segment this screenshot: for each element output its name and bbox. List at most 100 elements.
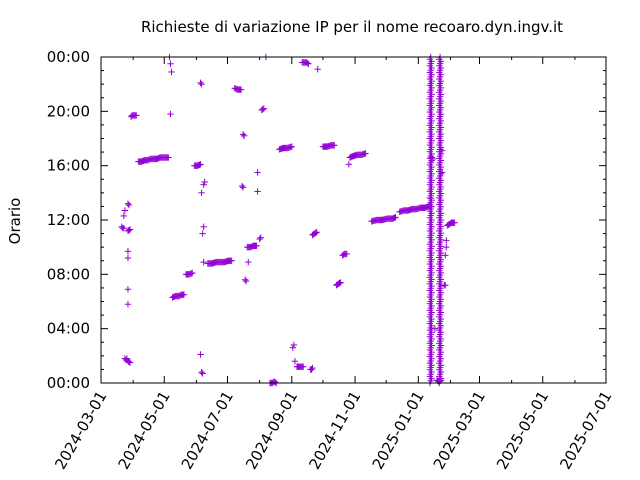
- data-point: [124, 301, 132, 308]
- data-point: [227, 257, 234, 264]
- data-point: [124, 254, 132, 262]
- y-axis-label: Orario: [6, 198, 24, 245]
- data-point: [168, 68, 175, 76]
- x-tick-label: 2024-07-01: [178, 388, 237, 473]
- x-tick-label: 2024-09-01: [242, 388, 301, 473]
- x-tick-label: 2025-05-01: [493, 388, 552, 473]
- data-point: [239, 131, 247, 138]
- data-point: [443, 243, 450, 251]
- data-point: [449, 219, 456, 226]
- data-point: [240, 132, 248, 139]
- chart-title: Richieste di variazione IP per il nome r…: [141, 18, 563, 36]
- data-point: [198, 80, 205, 88]
- x-tick-label: 2025-01-01: [369, 388, 428, 473]
- data-point: [256, 235, 263, 243]
- data-point: [438, 147, 446, 154]
- data-point: [312, 229, 319, 237]
- data-point: [200, 258, 207, 266]
- y-tick-label: 00:00: [47, 48, 90, 66]
- data-point: [298, 363, 306, 370]
- data-point: [291, 358, 299, 365]
- data-point: [196, 161, 203, 168]
- data-point: [437, 377, 445, 384]
- data-point: [260, 105, 268, 112]
- data-point: [197, 351, 204, 358]
- data-point: [257, 234, 264, 241]
- data-point: [238, 182, 246, 190]
- data-point: [125, 226, 133, 234]
- data-point: [200, 181, 207, 188]
- data-point: [308, 366, 315, 373]
- data-point: [200, 223, 207, 230]
- data-point: [198, 189, 205, 197]
- data-point: [259, 106, 266, 113]
- y-tick-label: 08:00: [47, 265, 90, 283]
- data-point: [242, 277, 250, 285]
- data-point: [199, 230, 206, 237]
- data-point: [245, 258, 252, 266]
- data-point: [361, 150, 368, 157]
- data-point: [124, 200, 132, 207]
- y-tick-label: 00:00: [47, 374, 90, 392]
- data-point: [443, 237, 450, 244]
- data-point: [197, 79, 204, 87]
- data-point: [336, 279, 343, 287]
- x-tick-label: 2025-03-01: [430, 388, 489, 473]
- data-point: [391, 214, 398, 221]
- data-point: [345, 161, 353, 168]
- data-point: [252, 242, 259, 250]
- data-point: [126, 226, 134, 233]
- data-point: [124, 248, 132, 255]
- data-point: [314, 66, 321, 73]
- x-tick-label: 2024-03-01: [51, 388, 110, 473]
- data-point: [167, 60, 174, 67]
- plot-frame: [100, 56, 607, 384]
- data-point: [426, 203, 433, 210]
- data-point: [198, 368, 205, 376]
- data-point: [133, 112, 140, 119]
- y-tick-label: 16:00: [47, 157, 90, 175]
- data-point: [305, 60, 312, 67]
- data-point: [121, 207, 129, 214]
- data-point: [289, 344, 297, 351]
- x-tick-label: 2024-05-01: [115, 388, 174, 473]
- data-point: [427, 195, 434, 202]
- data-point: [342, 250, 349, 258]
- data-point: [431, 325, 439, 332]
- data-point: [428, 154, 435, 161]
- y-tick-label: 12:00: [47, 211, 90, 229]
- data-point: [120, 212, 128, 220]
- data-point: [179, 291, 187, 298]
- data-point: [164, 154, 171, 161]
- data-point: [429, 155, 437, 163]
- data-point: [201, 178, 208, 186]
- data-point: [125, 358, 133, 366]
- data-point: [236, 86, 244, 93]
- data-point: [239, 184, 247, 191]
- data-point: [330, 142, 337, 149]
- data-point: [199, 370, 206, 377]
- axes: 00:0004:0008:0012:0016:0020:0000:002024-…: [47, 48, 616, 473]
- y-tick-label: 04:00: [47, 320, 90, 338]
- data-point: [124, 286, 132, 293]
- data-point: [126, 359, 134, 366]
- y-tick-label: 20:00: [47, 102, 90, 120]
- data-point: [290, 341, 298, 349]
- data-point: [254, 188, 261, 195]
- data-point: [309, 364, 316, 372]
- data-point: [123, 355, 131, 362]
- data-point: [287, 143, 294, 151]
- plot-area: [118, 53, 458, 387]
- data-point: [120, 224, 128, 232]
- data-point: [188, 270, 195, 277]
- data-point: [254, 169, 261, 176]
- data-point: [438, 169, 446, 176]
- data-point: [125, 201, 133, 209]
- data-point: [442, 282, 449, 289]
- x-tick-label: 2024-11-01: [305, 388, 364, 473]
- x-tick-label: 2025-07-01: [556, 388, 615, 473]
- data-point: [241, 276, 249, 283]
- data-point: [272, 379, 279, 386]
- data-point: [167, 110, 174, 118]
